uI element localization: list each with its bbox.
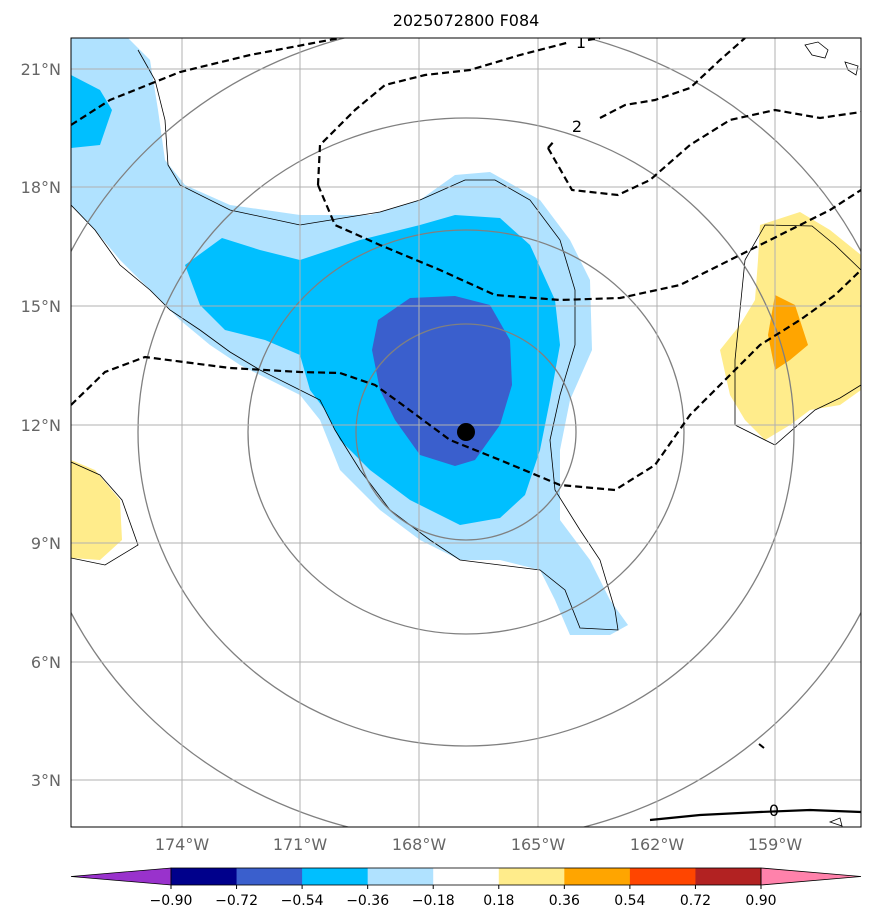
range-rings — [71, 38, 861, 827]
colorbar-segment — [629, 868, 696, 885]
dashed-contour — [547, 108, 861, 197]
range-ring — [355, 323, 577, 541]
thin-contour — [734, 259, 861, 446]
dashed-contours — [71, 38, 861, 492]
colorbar-segment — [171, 868, 238, 885]
dashed-contour — [547, 139, 556, 149]
dashed-contour — [71, 38, 341, 126]
lon-label: 162°W — [630, 835, 685, 854]
contour-label-2: 2 — [572, 117, 582, 136]
lon-label: 159°W — [748, 835, 803, 854]
dashed-contour — [71, 269, 861, 492]
lat-label: 6°N — [31, 653, 61, 672]
colorbar-tick-label: −0.36 — [346, 893, 389, 909]
lat-label: 12°N — [21, 416, 61, 435]
colorbar: −0.90 −0.72 −0.54 −0.36 −0.18 0.18 0.36 0.54 0.7… — [70, 867, 862, 909]
map-title: 2025072800 F084 — [393, 11, 540, 30]
lon-label: 165°W — [511, 835, 566, 854]
colorbar-tick-label: 0.72 — [680, 893, 711, 909]
range-ring — [247, 229, 685, 635]
dashed-contour — [587, 38, 601, 42]
map-area: 1 2 0 — [71, 33, 861, 827]
colorbar-tick-label: −0.54 — [281, 893, 324, 909]
colorbar-tick-label: 0.36 — [549, 893, 580, 909]
dashed-contour — [316, 40, 571, 186]
range-ring — [137, 117, 795, 747]
thin-contour — [71, 461, 139, 566]
lat-label: 9°N — [31, 534, 61, 553]
storm-center-marker — [457, 423, 475, 441]
colorbar-segment — [367, 868, 434, 885]
island-outline — [804, 41, 829, 59]
longitude-labels: 174°W 171°W 168°W 165°W 162°W 159°W — [155, 835, 803, 854]
map-frame — [70, 37, 862, 828]
lat-label: 3°N — [31, 771, 61, 790]
island-outline — [828, 817, 843, 827]
colorbar-extend-high — [760, 867, 862, 886]
zero-contour — [649, 808, 861, 822]
colorbar-tick-label: 0.18 — [483, 893, 514, 909]
colorbar-tick-label: −0.90 — [150, 893, 193, 909]
colorbar-segment — [236, 868, 303, 885]
orange-region — [768, 295, 808, 370]
colorbar-segment — [498, 868, 565, 885]
colorbar-tick-label: 0.54 — [614, 893, 645, 909]
shaded-anomalies — [71, 38, 861, 635]
colorbar-segment — [695, 868, 762, 885]
contour-label-0: 0 — [769, 801, 779, 820]
thin-contour — [744, 224, 861, 271]
lon-label: 168°W — [392, 835, 447, 854]
colorbar-tick-label: −0.72 — [215, 893, 258, 909]
island-outline — [844, 61, 859, 76]
colorbar-segment — [433, 868, 500, 885]
lat-label: 15°N — [21, 297, 61, 316]
small-contour-mark — [758, 743, 765, 749]
colorbar-segment — [302, 868, 369, 885]
lon-label: 171°W — [273, 835, 328, 854]
latitude-labels: 21°N 18°N 15°N 12°N 9°N 6°N 3°N — [21, 60, 61, 790]
colorbar-segment — [564, 868, 631, 885]
colorbar-tick-label: −0.18 — [412, 893, 455, 909]
yellow-region-west — [71, 460, 122, 560]
dashed-contour — [599, 38, 746, 119]
colorbar-tick-label: 0.90 — [745, 893, 776, 909]
colorbar-extend-low — [70, 867, 172, 886]
contour-label-1: 1 — [576, 33, 586, 52]
lon-label: 174°W — [155, 835, 210, 854]
lat-label: 21°N — [21, 60, 61, 79]
lat-label: 18°N — [21, 178, 61, 197]
colorbar-frame — [170, 867, 762, 886]
dashed-contour — [316, 184, 861, 302]
blue-region — [372, 296, 512, 466]
